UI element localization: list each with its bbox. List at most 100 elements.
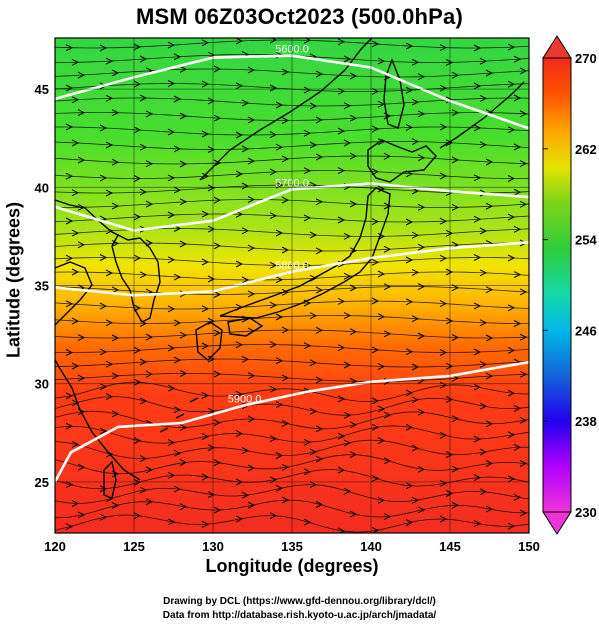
wind-arrow: [213, 65, 222, 73]
wind-arrow: [213, 506, 222, 514]
wind-arrow: [445, 229, 454, 237]
streamline: [55, 228, 529, 237]
wind-arrow: [247, 244, 256, 252]
wind-arrow: [201, 342, 210, 350]
wind-arrow: [247, 290, 256, 298]
wind-arrow: [451, 501, 460, 509]
wind-arrow: [507, 80, 516, 88]
wind-arrow: [71, 500, 80, 507]
wind-arrow: [99, 124, 108, 132]
wind-arrow: [349, 72, 358, 80]
wind-arrow: [303, 438, 312, 446]
wind-arrow: [235, 170, 244, 178]
wind-arrow: [507, 304, 516, 312]
wind-arrow: [99, 485, 108, 493]
wind-arrow: [405, 298, 414, 306]
streamline: [55, 315, 529, 324]
y-tick-label: 30: [35, 377, 49, 392]
wind-arrow: [513, 94, 522, 102]
wind-arrow: [343, 232, 352, 240]
colorbar-upper-triangle: [542, 35, 572, 59]
y-tick-label: 45: [35, 82, 49, 97]
wind-arrow: [71, 189, 80, 197]
wind-arrow: [439, 349, 448, 356]
streamline: [55, 410, 529, 430]
wind-arrow: [145, 160, 154, 168]
wind-arrow: [145, 110, 154, 118]
wind-arrow: [167, 80, 176, 87]
wind-arrow: [179, 65, 188, 73]
wind-arrow: [473, 348, 482, 356]
wind-arrow: [507, 431, 516, 439]
wind-arrow: [383, 283, 392, 291]
streamline: [55, 286, 529, 295]
wind-arrow: [241, 447, 250, 455]
wind-arrow: [133, 346, 142, 354]
wind-arrow: [479, 269, 488, 277]
wind-arrow: [417, 110, 426, 118]
wind-arrow: [201, 210, 210, 218]
wind-arrow: [241, 276, 250, 284]
wind-arrow: [405, 348, 414, 356]
wind-arrow: [405, 423, 414, 431]
streamline: [55, 439, 529, 460]
wind-arrow: [269, 38, 278, 44]
wind-arrow: [281, 419, 290, 427]
wind-arrow: [241, 227, 250, 235]
wind-arrow: [479, 448, 488, 456]
wind-arrow: [207, 444, 216, 452]
wind-arrow: [371, 423, 380, 431]
colorbar-lower-triangle: [542, 511, 572, 535]
wind-arrow: [451, 465, 460, 473]
x-tick-label: 130: [202, 539, 224, 554]
wind-arrow: [337, 216, 346, 224]
wind-arrow: [303, 214, 312, 222]
wind-arrow: [145, 466, 154, 474]
wind-arrow: [451, 109, 460, 117]
wind-arrow: [269, 435, 278, 443]
wind-arrow: [213, 291, 222, 298]
wind-arrow: [275, 401, 284, 409]
wind-arrow: [173, 273, 182, 281]
wind-arrow: [275, 101, 284, 109]
wind-arrow: [133, 175, 142, 182]
wind-arrow: [445, 451, 454, 459]
wind-arrow: [207, 491, 216, 499]
wind-arrow: [133, 126, 142, 134]
wind-arrow: [371, 346, 380, 354]
wind-arrow: [315, 376, 324, 384]
wind-arrow: [247, 415, 256, 423]
wind-arrow: [99, 44, 108, 52]
wind-arrow: [111, 69, 120, 77]
wind-arrow: [337, 432, 346, 440]
y-axis-label: Latitude (degrees): [3, 201, 24, 359]
wind-arrow: [71, 440, 80, 448]
wind-arrow: [411, 138, 420, 146]
wind-arrow: [377, 57, 386, 65]
wind-arrow: [281, 496, 290, 504]
wind-arrow: [411, 396, 420, 404]
wind-arrow: [371, 125, 380, 133]
y-tick-label: 25: [35, 475, 49, 490]
wind-arrow: [473, 435, 482, 443]
wind-arrow: [507, 522, 516, 530]
wind-arrow: [281, 246, 290, 254]
wind-arrow: [485, 334, 494, 342]
wind-arrow: [411, 58, 420, 66]
wind-arrow: [241, 99, 250, 107]
wind-arrow: [71, 317, 80, 325]
wind-arrow: [71, 362, 80, 370]
wind-arrow: [65, 523, 74, 531]
wind-arrow: [99, 383, 108, 391]
wind-arrow: [383, 202, 392, 210]
wind-arrow: [247, 372, 256, 380]
streamline: [55, 499, 529, 519]
streamline: [55, 381, 529, 402]
wind-arrow: [473, 124, 482, 132]
contour-line: [55, 360, 529, 483]
wind-arrow: [281, 117, 290, 124]
wind-arrow: [439, 254, 448, 262]
wind-arrow: [485, 158, 494, 166]
wind-arrow: [167, 41, 176, 49]
wind-arrow: [247, 157, 256, 165]
